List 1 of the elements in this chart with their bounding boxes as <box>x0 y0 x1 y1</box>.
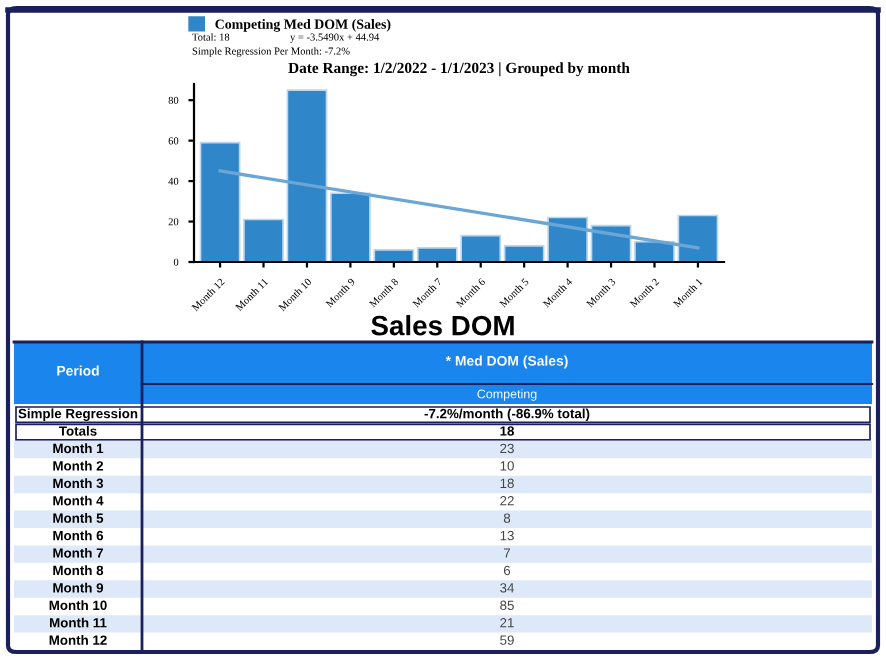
text: Sales DOM <box>371 315 514 336</box>
